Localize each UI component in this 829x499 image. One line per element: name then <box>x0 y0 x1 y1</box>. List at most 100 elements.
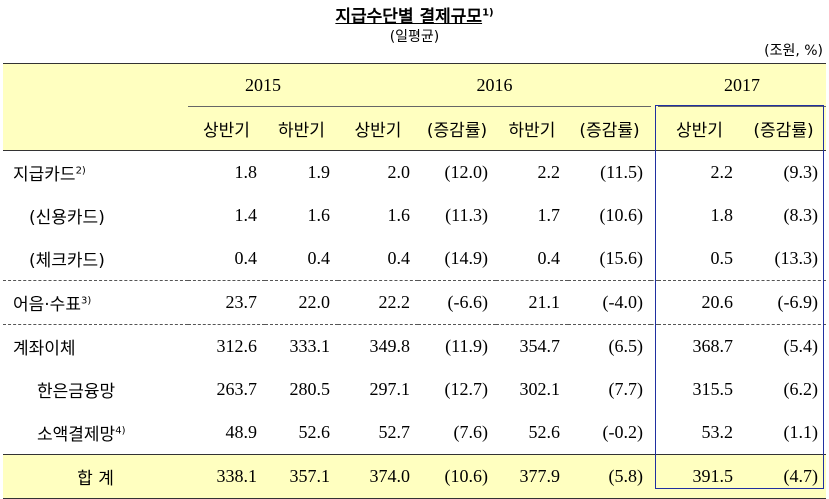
value-cell: (-4.0) <box>602 292 643 312</box>
value-cell: 357.1 <box>289 466 331 486</box>
value-cell: (12.7) <box>444 379 489 399</box>
title-text: 지급수단별 결제규모 <box>335 7 483 27</box>
table: 2015 2016 2017 상반기 하반기 상반기 (증감률) 하반기 (증감률) 상반기 (증감… <box>3 63 826 499</box>
table-row: (신용카드) 1.4 1.6 1.6 (11.3) 1.7 (10.6) 1.8 (8.3) <box>3 194 826 237</box>
value-cell: (-0.2) <box>602 422 643 442</box>
value-cell: 349.8 <box>369 336 411 356</box>
spacer-cell <box>651 106 658 151</box>
value-cell: 0.4 <box>234 248 258 268</box>
spacer-cell <box>651 411 658 455</box>
value-cell: 1.4 <box>234 205 258 225</box>
value-cell: (8.3) <box>783 205 819 225</box>
value-cell: 354.7 <box>519 336 561 356</box>
column-header: 상반기 <box>188 106 265 151</box>
value-cell: 1.6 <box>387 205 411 225</box>
title-note: 1) <box>482 7 494 19</box>
value-cell: 22.2 <box>378 292 411 312</box>
value-cell: 53.2 <box>701 422 734 442</box>
table-row: 계좌이체 312.6 333.1 349.8 (11.9) 354.7 (6.5) 368.7… <box>3 325 826 369</box>
label-text: (신용카드) <box>29 208 105 228</box>
column-header: (증감률) <box>741 106 826 151</box>
value-cell: 52.6 <box>528 422 561 442</box>
label-text: 지급카드 <box>13 165 76 185</box>
value-cell: 1.9 <box>307 162 331 182</box>
value-cell: 48.9 <box>225 422 258 442</box>
label-note: 3) <box>80 295 92 307</box>
year-header: 2015 <box>188 63 338 107</box>
label-note: 2) <box>75 165 86 177</box>
value-cell: 22.0 <box>298 292 331 312</box>
header-cell <box>3 106 188 151</box>
table-row: 지급카드2) 1.8 1.9 2.0 (12.0) 2.2 (11.5) 2.2 (9.3) <box>3 151 826 195</box>
value-cell: 2.2 <box>710 162 734 182</box>
value-cell: 52.7 <box>378 422 411 442</box>
spacer-cell <box>651 237 658 281</box>
value-cell: (5.4) <box>783 336 819 356</box>
value-cell: 391.5 <box>692 466 734 486</box>
header-row: 상반기 하반기 상반기 (증감률) 하반기 (증감률) 상반기 (증감률) <box>3 106 826 151</box>
subtitle: (일평균) <box>389 29 440 45</box>
header-cell <box>3 63 188 107</box>
label-text: (체크카드) <box>29 251 105 271</box>
value-cell: 20.6 <box>701 292 734 312</box>
value-cell: 1.6 <box>307 205 331 225</box>
row-label: (신용카드) <box>3 194 188 237</box>
value-cell: 0.4 <box>537 248 561 268</box>
label-text: 계좌이체 <box>13 339 76 359</box>
value-cell: (11.5) <box>600 162 643 182</box>
column-header: 상반기 <box>658 106 741 151</box>
label-note: 4) <box>115 425 126 437</box>
spacer-cell <box>651 281 658 325</box>
spacer-cell <box>651 63 658 107</box>
spacer-cell <box>651 194 658 237</box>
spacer-cell <box>651 151 658 195</box>
value-cell: 2.2 <box>537 162 561 182</box>
value-cell: 333.1 <box>289 336 331 356</box>
label-text: 어음·수표 <box>13 295 81 315</box>
value-cell: 2.0 <box>387 162 411 182</box>
row-label: (체크카드) <box>3 237 188 281</box>
column-header: (증감률) <box>568 106 651 151</box>
value-cell: (7.7) <box>608 379 644 399</box>
value-cell: (10.6) <box>599 205 644 225</box>
column-header: 상반기 <box>338 106 418 151</box>
row-label: 합 계 <box>3 455 188 499</box>
value-cell: (15.6) <box>599 248 644 268</box>
title: 지급수단별 결제규모1) <box>0 2 829 27</box>
row-label: 소액결제망4) <box>3 411 188 455</box>
spacer-cell <box>651 455 658 499</box>
value-cell: 297.1 <box>369 379 411 399</box>
value-cell: (4.7) <box>783 466 819 486</box>
value-cell: 312.6 <box>216 336 258 356</box>
value-cell: (11.3) <box>445 205 488 225</box>
value-cell: (-6.9) <box>777 292 818 312</box>
column-header: 하반기 <box>496 106 568 151</box>
value-cell: (1.1) <box>783 422 819 442</box>
spacer-cell <box>651 325 658 369</box>
row-label: 한은금융망 <box>3 368 188 411</box>
value-cell: 302.1 <box>519 379 561 399</box>
value-cell: 377.9 <box>519 466 561 486</box>
row-label: 지급카드2) <box>3 151 188 195</box>
value-cell: 1.7 <box>537 205 561 225</box>
label-text: 소액결제망 <box>37 425 116 445</box>
table-row: 한은금융망 263.7 280.5 297.1 (12.7) 302.1 (7.7) 315.… <box>3 368 826 411</box>
value-cell: 0.4 <box>307 248 331 268</box>
value-cell: 263.7 <box>216 379 258 399</box>
table-row: 어음·수표3) 23.7 22.0 22.2 (-6.6) 21.1 (-4.0) 20.6 (… <box>3 281 826 325</box>
value-cell: (14.9) <box>444 248 489 268</box>
column-header: (증감률) <box>418 106 496 151</box>
value-cell: 1.8 <box>234 162 258 182</box>
label-text: 합 계 <box>77 469 114 489</box>
value-cell: (5.8) <box>608 466 644 486</box>
value-cell: 0.5 <box>710 248 734 268</box>
table-row: (체크카드) 0.4 0.4 0.4 (14.9) 0.4 (15.6) 0.5 (13.3) <box>3 237 826 281</box>
value-cell: 1.8 <box>710 205 734 225</box>
value-cell: (13.3) <box>774 248 819 268</box>
value-cell: (9.3) <box>783 162 819 182</box>
value-cell: 368.7 <box>692 336 734 356</box>
value-cell: (10.6) <box>444 466 489 486</box>
table-row: 합 계 338.1 357.1 374.0 (10.6) 377.9 (5.8) 391.5 (… <box>3 454 826 499</box>
spacer-cell <box>651 368 658 411</box>
